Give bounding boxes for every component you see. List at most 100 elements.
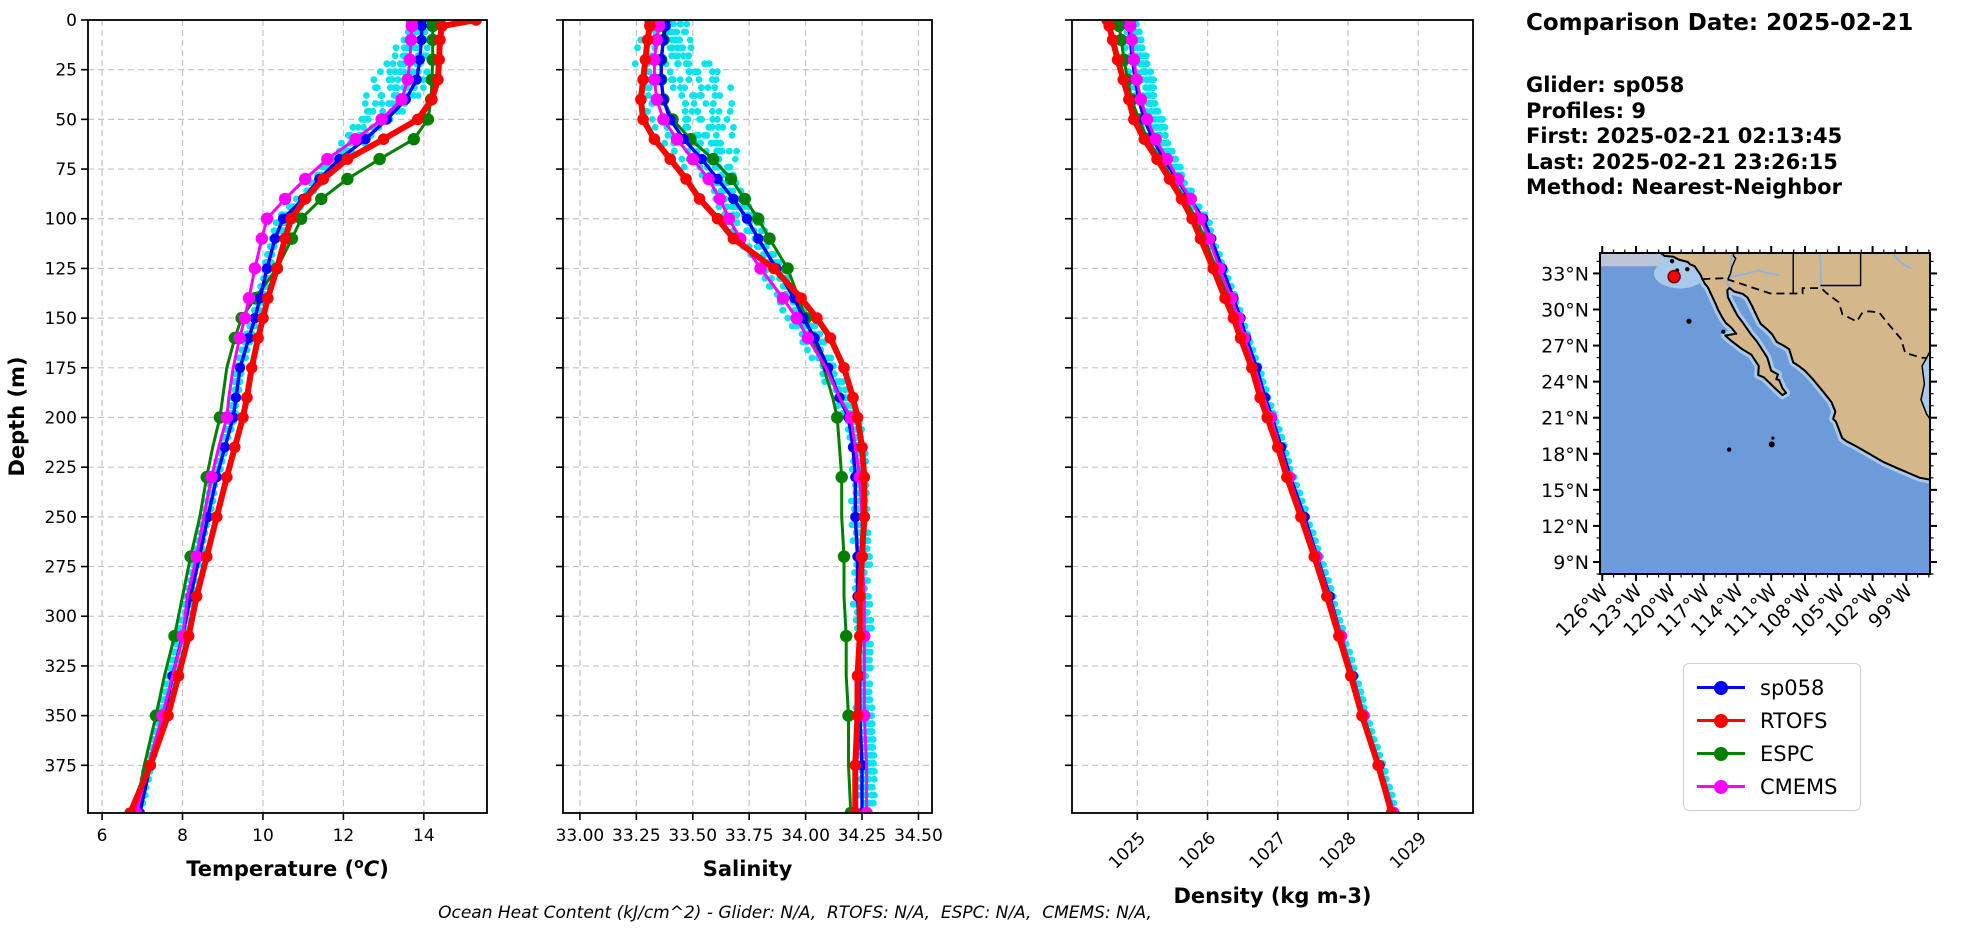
map-layers <box>1600 253 1930 574</box>
x-tick-label: 1028 <box>1316 828 1361 873</box>
y-tick-label: 150 <box>45 309 77 329</box>
lat-tick-label: 9°N <box>1553 552 1589 574</box>
gulf-of-mexico <box>1920 351 1930 421</box>
lat-tick-label: 33°N <box>1541 263 1589 285</box>
y-tick-label: 125 <box>45 259 77 279</box>
y-tick-label: 375 <box>45 756 77 776</box>
legend-label: CMEMS <box>1760 774 1838 799</box>
legend-label: RTOFS <box>1760 708 1828 733</box>
x-tick-label: 6 <box>97 826 108 846</box>
chart-density: 1025 1026 1027 1028 1029 Density (kg m-3) <box>1065 19 1474 908</box>
glider-location-marker <box>1667 269 1681 284</box>
y-tick-label: 100 <box>45 210 77 230</box>
series-RTOFS <box>1101 20 1398 813</box>
density-axis-title: Density (kg m-3) <box>1173 884 1371 908</box>
depth-axis-title: Depth (m) <box>5 356 29 476</box>
series-CMEMS <box>130 20 418 813</box>
data-layer <box>124 20 482 813</box>
legend-item-ESPC: ESPC <box>1697 737 1854 770</box>
legend-swatch-icon <box>1697 778 1745 795</box>
plot-frame <box>87 19 488 814</box>
lat-tick-label: 12°N <box>1541 516 1589 538</box>
lat-tick-label: 21°N <box>1541 408 1589 430</box>
x-tick-label: 34.50 <box>894 826 943 846</box>
y-tick-label: 0 <box>66 11 77 31</box>
x-tick-label: 12 <box>333 826 355 846</box>
x-tick-label: 14 <box>413 826 435 846</box>
series-RTOFS <box>124 20 482 813</box>
y-tick-label: 250 <box>45 508 77 528</box>
x-tick-label: 1026 <box>1175 828 1220 873</box>
legend-item-CMEMS: CMEMS <box>1697 770 1854 803</box>
island-dot <box>1669 258 1675 264</box>
island-dot <box>1726 447 1732 452</box>
legend-swatch-icon <box>1697 712 1745 729</box>
data-layer <box>1101 20 1400 813</box>
profiles-count: Profiles: 9 <box>1526 98 1647 123</box>
state-boundary <box>1820 253 1862 287</box>
plot-frame <box>562 19 933 814</box>
y-tick-label: 325 <box>45 657 77 677</box>
y-tick-label: 225 <box>45 458 77 478</box>
lat-tick-label: 30°N <box>1541 300 1589 322</box>
y-tick-label: 175 <box>45 359 77 379</box>
y-tick-label: 50 <box>55 110 77 130</box>
x-tick-label: 33.25 <box>612 826 661 846</box>
x-tick-label: 1029 <box>1386 828 1431 873</box>
y-tick-label: 350 <box>45 707 77 727</box>
temperature-axis-title: Temperature (oC) <box>186 856 389 881</box>
info-panel: Comparison Date: 2025-02-21 Glider: sp05… <box>1526 10 1913 201</box>
us-mexico-border <box>1702 277 1928 360</box>
data-layer <box>631 20 878 813</box>
state-boundary <box>1727 253 1737 279</box>
chart-salinity: 33.00 33.25 33.50 33.75 34.00 34.25 34.50 Salin… <box>556 19 943 881</box>
method: Method: Nearest-Neighbor <box>1526 175 1842 199</box>
lat-tick-label: 15°N <box>1541 480 1589 502</box>
legend-swatch-icon <box>1697 679 1745 696</box>
legend-label: sp058 <box>1760 675 1825 700</box>
island-dot <box>1686 318 1692 324</box>
y-tick-label: 300 <box>45 607 77 627</box>
last-timestamp: Last: 2025-02-21 23:26:15 <box>1526 149 1838 174</box>
x-tick-label: 33.50 <box>668 826 717 846</box>
river-line <box>1818 253 1823 287</box>
y-tick-label: 75 <box>55 160 77 180</box>
lat-tick-label: 24°N <box>1541 372 1589 394</box>
x-tick-label: 1025 <box>1105 828 1150 873</box>
x-tick-label: 10 <box>252 826 274 846</box>
y-tick-label: 200 <box>45 408 77 428</box>
salinity-axis-title: Salinity <box>703 857 793 881</box>
axis-ticks: 33.00 33.25 33.50 33.75 34.00 34.25 34.50 <box>556 19 943 846</box>
plot-background <box>88 20 487 813</box>
map-frame <box>1599 252 1931 575</box>
x-tick-label: 33.00 <box>556 826 605 846</box>
chart-temperature: 6 8 10 12 14 0 25 50 75 100 125 150 175 200 225 250 275 3… <box>5 11 488 881</box>
grid-lines <box>563 20 932 813</box>
river-line <box>1728 269 1780 278</box>
x-tick-label: 34.25 <box>838 826 887 846</box>
series-RTOFS <box>635 20 871 813</box>
plot-background <box>563 20 932 813</box>
x-tick-label: 33.75 <box>725 826 774 846</box>
location-map: 33°N30°N27°N24°N21°N18°N15°N12°N9°N126°W… <box>1541 246 1937 641</box>
map-ticks <box>1593 246 1937 581</box>
x-tick-label: 1027 <box>1246 828 1291 873</box>
ocean-heat-content-note: Ocean Heat Content (kJ/cm^2) - Glider: N… <box>438 903 1152 923</box>
legend-item-sp058: sp058 <box>1697 671 1854 704</box>
land-mexico-us <box>1659 253 1930 481</box>
island-dot <box>1771 436 1775 440</box>
x-tick-label: 8 <box>177 826 188 846</box>
legend-item-RTOFS: RTOFS <box>1697 704 1854 737</box>
plot-frame <box>1071 19 1474 814</box>
lat-tick-label: 27°N <box>1541 336 1589 358</box>
axis-ticks: 6 8 10 12 14 0 25 50 75 100 125 150 175 200 225 250 275 3… <box>45 11 435 846</box>
x-tick-label: 34.00 <box>781 826 830 846</box>
first-timestamp: First: 2025-02-21 02:13:45 <box>1526 124 1843 148</box>
glider-name: Glider: sp058 <box>1526 73 1685 97</box>
island-dot <box>1721 329 1726 334</box>
comparison-date: Comparison Date: 2025-02-21 <box>1526 10 1914 36</box>
legend-label: ESPC <box>1760 741 1814 766</box>
legend-swatch-icon <box>1697 745 1745 762</box>
